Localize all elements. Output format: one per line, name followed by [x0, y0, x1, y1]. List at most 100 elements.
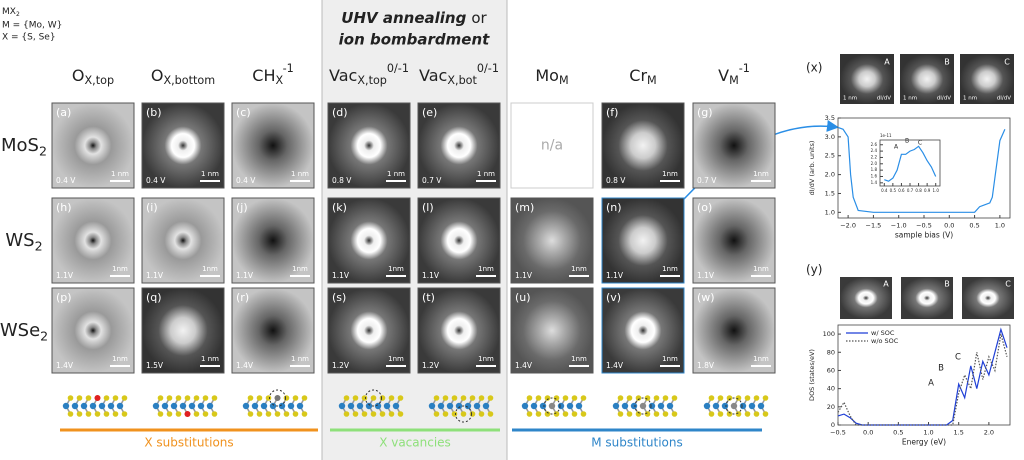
chalcogen-atom [67, 395, 74, 401]
chalcogen-atom [662, 411, 669, 417]
chalcogen-atom [460, 411, 467, 417]
stm-image [601, 197, 685, 284]
column-header-sup: -1 [739, 62, 750, 75]
panel-label: (d) [332, 106, 348, 119]
inset-image [901, 277, 953, 319]
x-tick-label: 0.5 [969, 222, 979, 230]
bias-label: 1.1V [606, 271, 624, 280]
column-header-base: O [72, 66, 85, 85]
y-tick-label: 3.5 [825, 114, 835, 122]
x-tick-label: 0.7 [907, 188, 914, 193]
chalcogen-atom [753, 395, 760, 401]
column-header: VacX,top0/-1 [329, 62, 409, 87]
x-tick-label: 0.6 [898, 188, 905, 193]
scale-label: 1 nm [387, 170, 405, 178]
panel-label: (a) [56, 106, 71, 119]
chalcogen-atom [442, 395, 449, 401]
panel-label: (b) [146, 106, 162, 119]
stm-image [327, 287, 411, 374]
group-label: M substitutions [591, 436, 682, 450]
chalcogen-atom [379, 411, 386, 417]
chalcogen-atom [562, 395, 569, 401]
column-header-sub: X,bottom [163, 74, 215, 87]
x-tick-label: 0.9 [924, 188, 931, 193]
inset-label: A [884, 58, 890, 67]
chalcogen-atom [121, 411, 128, 417]
bias-label: 1.1V [146, 271, 164, 280]
x-axis-label: Energy (eV) [902, 438, 946, 447]
scale-label: 1nm [388, 355, 404, 363]
inset-label: C [1005, 280, 1011, 289]
scale-label: 1nm [478, 265, 494, 273]
chalcogen-atom [247, 411, 254, 417]
chalcogen-atom [94, 411, 101, 417]
metal-atom [612, 402, 620, 410]
metal-atom [648, 402, 656, 410]
chalcogen-atom [202, 411, 209, 417]
metal-atom [557, 402, 565, 410]
chalcogen-atom [283, 395, 290, 401]
banner-title: UHV annealing or [341, 9, 487, 27]
scale-label: 1nm [571, 355, 587, 363]
metal-atom [296, 402, 304, 410]
annotation: A [928, 379, 934, 389]
panel-label: (o) [697, 201, 712, 214]
chalcogen-atom [662, 395, 669, 401]
scale-label: 1 nm [477, 170, 495, 178]
formula: MX2 [2, 7, 20, 18]
chalcogen-atom [301, 395, 308, 401]
x-tick-label: 1.0 [995, 222, 1005, 230]
inset-image [840, 277, 892, 319]
bias-label: 0.4 V [146, 176, 166, 185]
scale-label: 1nm [662, 170, 678, 178]
chalcogen-atom [708, 395, 715, 401]
metal-atom [639, 402, 647, 410]
x-tick-label: −1.5 [866, 222, 882, 230]
chalcogen-atom [211, 395, 218, 401]
metal-atom [347, 402, 355, 410]
stm-image [231, 287, 315, 374]
metal-atom [446, 402, 454, 410]
metal-atom [206, 402, 214, 410]
metal-atom [566, 402, 574, 410]
stm-image [51, 102, 135, 189]
column-header: OX,top [72, 66, 114, 87]
column-header-base: Vac [419, 66, 447, 85]
bias-label: 1.4V [56, 361, 74, 370]
chalcogen-atom [451, 395, 458, 401]
stm-image [601, 102, 685, 189]
offset-label: 1e-11 [880, 133, 892, 138]
defect-marker [269, 389, 286, 407]
stm-image [141, 287, 225, 374]
defect-marker [725, 397, 743, 415]
chalcogen-atom [166, 395, 173, 401]
panel-label: (m) [515, 201, 534, 214]
metal-atom [242, 402, 250, 410]
metal-atom [269, 402, 277, 410]
chalcogen-atom [211, 411, 218, 417]
banner-emphasis: UHV annealing [341, 9, 466, 27]
y-tick-label: 2.4 [871, 148, 878, 153]
metal-atom [428, 402, 436, 410]
x-tick-label: −0.5 [916, 222, 932, 230]
metal-atom [657, 402, 665, 410]
y-tick-label: 0 [831, 421, 835, 429]
bias-label: 0.7 V [422, 176, 442, 185]
chalcogen-atom [112, 395, 119, 401]
stm-image [51, 287, 135, 374]
panel-label: (x) [806, 61, 822, 75]
y-tick-label: 1.4 [871, 180, 878, 185]
metal-atom [152, 402, 160, 410]
inset-scale: 1 nm [843, 96, 857, 102]
defect-marker [455, 405, 472, 423]
metal-atom [107, 402, 115, 410]
chalcogen-atom [370, 411, 377, 417]
defect-marker [543, 397, 561, 415]
inset-image [840, 54, 894, 104]
chalcogen-atom [580, 411, 587, 417]
y-tick-label: 80 [827, 348, 835, 356]
empty-panel [510, 102, 594, 189]
column-header-sup: 0/-1 [387, 62, 409, 75]
column-header-base: Mo [535, 66, 559, 85]
row-label: WSe2 [0, 320, 48, 343]
